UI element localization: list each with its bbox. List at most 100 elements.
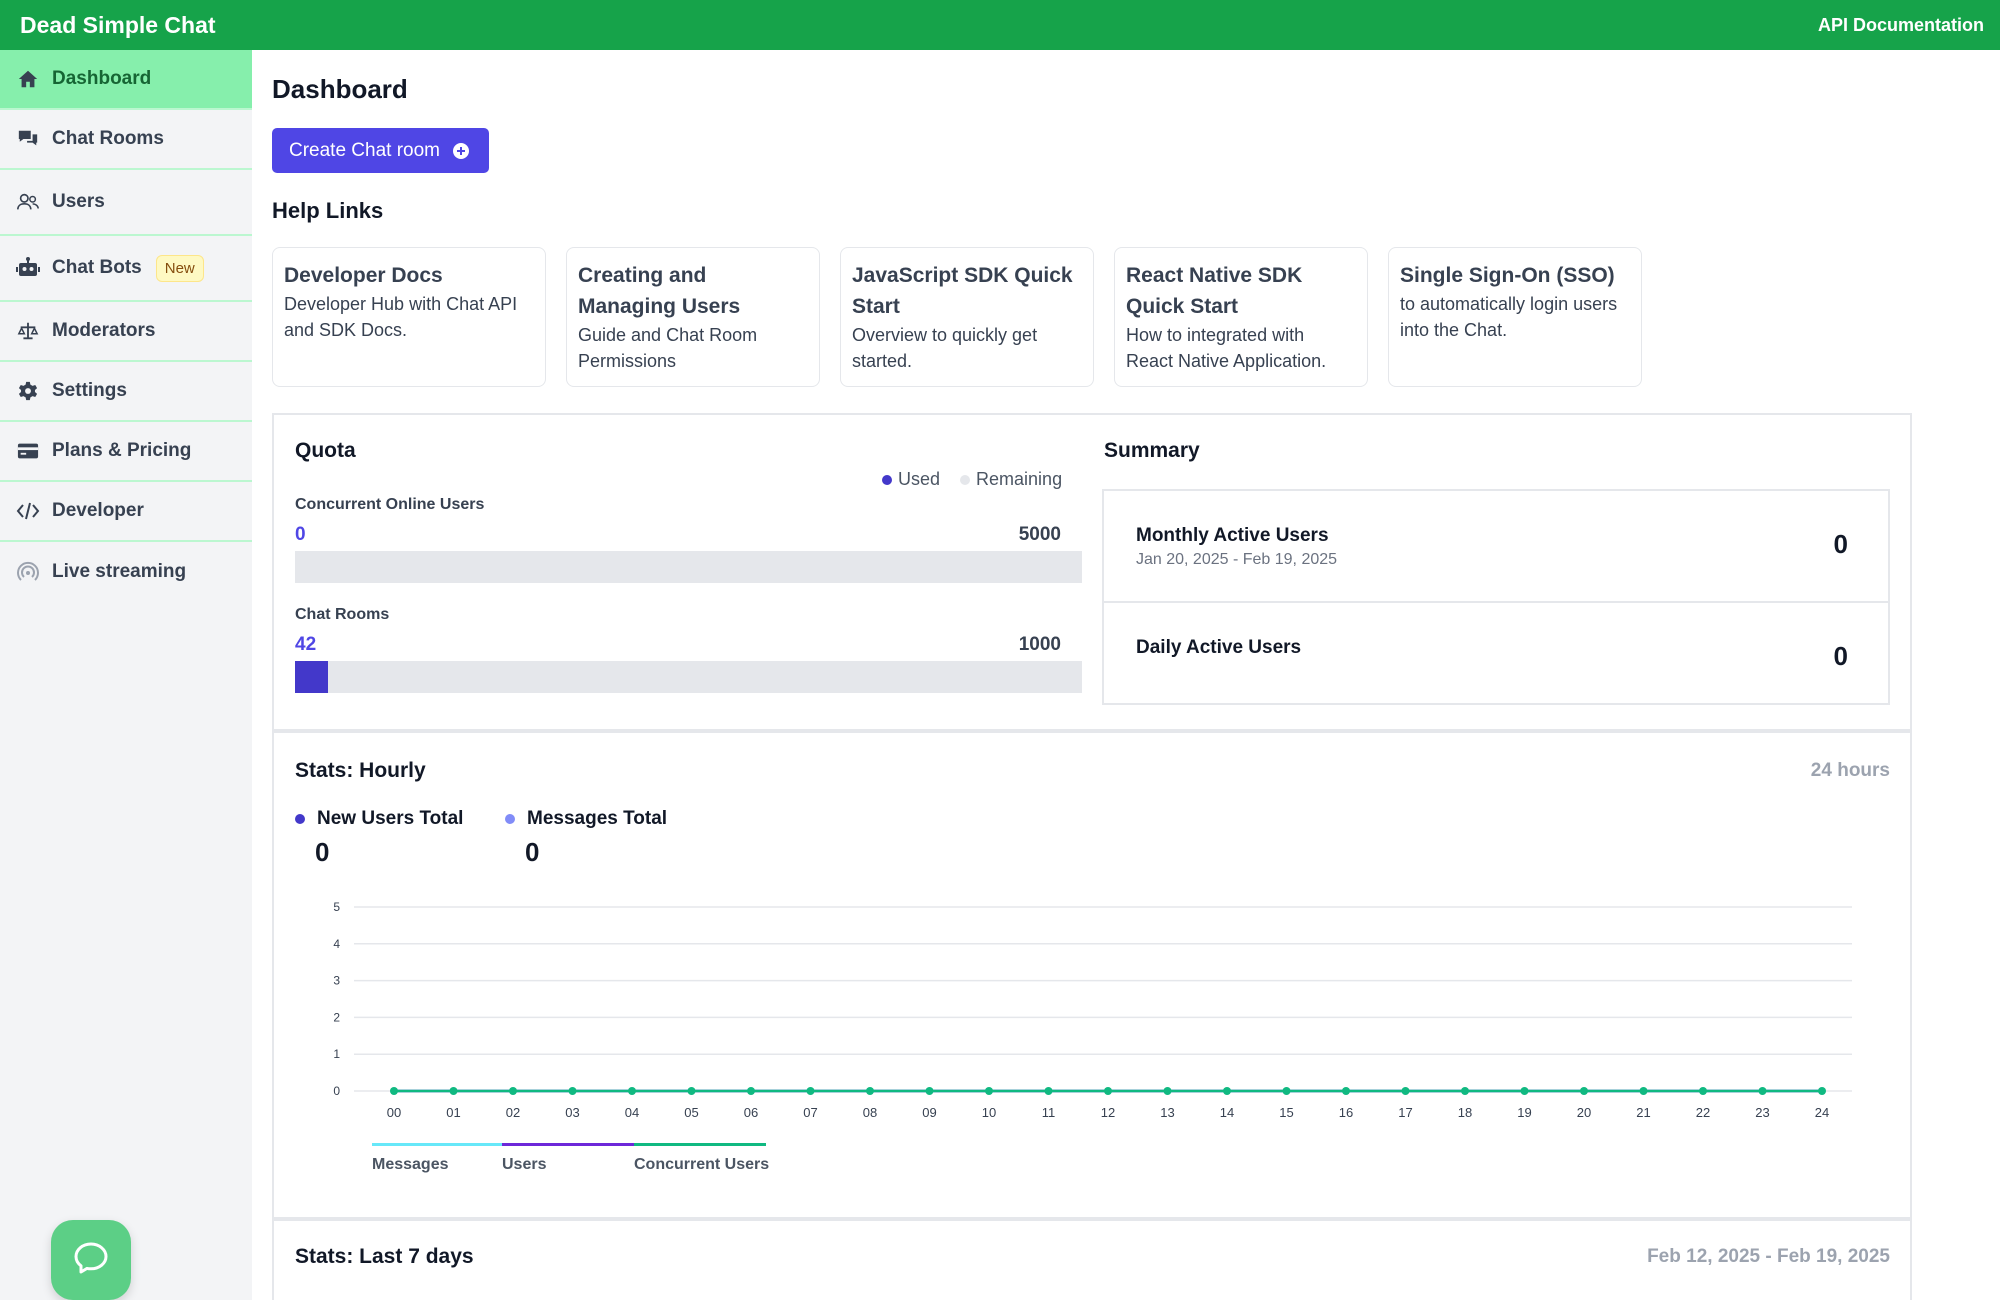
data-point bbox=[985, 1087, 993, 1095]
help-card-title: React Native SDK Quick Start bbox=[1126, 264, 1303, 318]
sidebar-item-label: Dashboard bbox=[52, 68, 152, 89]
data-point bbox=[1044, 1087, 1053, 1095]
data-point bbox=[925, 1087, 934, 1095]
sidebar-item-developer[interactable]: Developer bbox=[0, 482, 252, 542]
data-point bbox=[509, 1087, 517, 1095]
help-card-desc: to automatically login users into the Ch… bbox=[1400, 294, 1618, 340]
sidebar-item-live-streaming[interactable]: Live streaming bbox=[0, 542, 252, 602]
data-point bbox=[1223, 1087, 1231, 1095]
new-badge: New bbox=[155, 254, 204, 282]
y-tick-label: 2 bbox=[333, 1010, 340, 1024]
data-point bbox=[628, 1087, 636, 1095]
monthly-active-users-label: Monthly Active Users bbox=[1136, 525, 1329, 546]
messages-total-text: Messages Total bbox=[527, 808, 668, 829]
help-card-desc: Developer Hub with Chat API and SDK Docs… bbox=[284, 294, 518, 340]
x-tick-label: 03 bbox=[565, 1105, 579, 1120]
sidebar-item-label: Settings bbox=[52, 380, 127, 401]
quota-max-chat-rooms: 1000 bbox=[1018, 634, 1061, 655]
new-users-dot bbox=[295, 814, 305, 824]
code-icon bbox=[16, 499, 40, 523]
data-point bbox=[1401, 1087, 1410, 1095]
x-tick-label: 17 bbox=[1398, 1105, 1412, 1120]
x-tick-label: 11 bbox=[1042, 1105, 1056, 1120]
sidebar-item-label: Moderators bbox=[52, 320, 156, 341]
sidebar-item-dashboard[interactable]: Dashboard bbox=[0, 50, 252, 110]
messages-dot bbox=[505, 814, 515, 824]
sidebar-item-plans-pricing[interactable]: Plans & Pricing bbox=[0, 422, 252, 482]
monthly-active-users-range: Jan 20, 2025 - Feb 19, 2025 bbox=[1136, 551, 1338, 568]
top-bar: Dead Simple Chat API Documentation bbox=[0, 0, 2000, 50]
help-card-javascript-sdk[interactable]: JavaScript SDK Quick Start Overview to q… bbox=[840, 247, 1094, 387]
help-card-desc: Guide and Chat Room Permissions bbox=[578, 325, 758, 371]
monthly-active-users-box: Monthly Active Users Jan 20, 2025 - Feb … bbox=[1102, 489, 1890, 603]
credit-card-icon bbox=[16, 439, 40, 463]
sidebar-item-chat-bots[interactable]: Chat Bots New bbox=[0, 236, 252, 302]
help-card-react-native-sdk[interactable]: React Native SDK Quick Start How to inte… bbox=[1114, 247, 1368, 387]
help-card-managing-users[interactable]: Creating and Managing Users Guide and Ch… bbox=[566, 247, 820, 387]
help-card-title: Developer Docs bbox=[284, 264, 443, 287]
api-documentation-link[interactable]: API Documentation bbox=[1817, 14, 1984, 35]
sidebar-item-label: Live streaming bbox=[52, 561, 187, 582]
legend-used-dot bbox=[882, 474, 892, 485]
quota-bar-concurrent-users bbox=[295, 551, 1082, 583]
help-card-developer-docs[interactable]: Developer Docs Developer Hub with Chat A… bbox=[272, 247, 546, 387]
y-tick-label: 1 bbox=[333, 1047, 340, 1061]
y-tick-label: 4 bbox=[333, 937, 340, 951]
gear-icon bbox=[16, 379, 40, 403]
legend-label: Messages bbox=[372, 1156, 449, 1173]
create-chat-room-button[interactable]: Create Chat room bbox=[272, 128, 489, 173]
y-tick-label: 5 bbox=[333, 900, 340, 914]
help-card-sso[interactable]: Single Sign-On (SSO) to automatically lo… bbox=[1388, 247, 1642, 387]
help-card-desc: How to integrated with React Native Appl… bbox=[1126, 325, 1327, 371]
x-tick-label: 20 bbox=[1577, 1105, 1591, 1120]
x-tick-label: 23 bbox=[1755, 1105, 1769, 1120]
sidebar-item-users[interactable]: Users bbox=[0, 170, 252, 236]
x-tick-label: 08 bbox=[863, 1105, 877, 1120]
legend-swatch bbox=[502, 1143, 634, 1146]
data-point bbox=[390, 1087, 398, 1095]
x-tick-label: 00 bbox=[387, 1105, 401, 1120]
data-point bbox=[1342, 1087, 1350, 1095]
daily-active-users-box: Daily Active Users 0 bbox=[1102, 601, 1890, 705]
legend-swatch bbox=[634, 1143, 766, 1146]
data-point bbox=[1699, 1087, 1707, 1095]
stats-hourly-title: Stats: Hourly bbox=[295, 759, 426, 782]
sidebar-item-moderators[interactable]: Moderators bbox=[0, 302, 252, 362]
x-tick-label: 24 bbox=[1815, 1105, 1829, 1120]
quota-label-concurrent-users: Concurrent Online Users bbox=[295, 496, 485, 513]
legend-label: Concurrent Users bbox=[634, 1156, 769, 1173]
data-point bbox=[1282, 1087, 1291, 1095]
app-title[interactable]: Dead Simple Chat bbox=[20, 11, 216, 38]
x-tick-label: 18 bbox=[1458, 1105, 1472, 1120]
sidebar-item-label: Plans & Pricing bbox=[52, 440, 192, 461]
stats-hourly-panel: Stats: Hourly 24 hours New Users Total 0… bbox=[272, 731, 1912, 1219]
data-point bbox=[1104, 1087, 1112, 1095]
sidebar-item-label: Chat Bots bbox=[52, 257, 142, 278]
support-chat-button[interactable] bbox=[51, 1220, 131, 1300]
data-point bbox=[866, 1087, 874, 1095]
x-tick-label: 01 bbox=[446, 1105, 460, 1120]
sidebar-item-chat-rooms[interactable]: Chat Rooms bbox=[0, 110, 252, 170]
quota-max-concurrent-users: 5000 bbox=[1018, 524, 1061, 545]
messages-total-value: 0 bbox=[525, 837, 540, 867]
x-tick-label: 10 bbox=[982, 1105, 996, 1120]
x-tick-label: 05 bbox=[684, 1105, 698, 1120]
sidebar-item-settings[interactable]: Settings bbox=[0, 362, 252, 422]
sidebar-item-label: Chat Rooms bbox=[52, 128, 164, 149]
data-point bbox=[1758, 1087, 1767, 1095]
quota-fill-chat-rooms bbox=[295, 661, 329, 693]
x-tick-label: 06 bbox=[744, 1105, 758, 1120]
new-users-total-value: 0 bbox=[315, 837, 330, 867]
x-tick-label: 19 bbox=[1517, 1105, 1531, 1120]
data-point bbox=[806, 1087, 815, 1095]
x-tick-label: 22 bbox=[1696, 1105, 1710, 1120]
help-card-desc: Overview to quickly get started. bbox=[852, 325, 1038, 371]
help-links-title: Help Links bbox=[272, 198, 384, 223]
legend-remaining-label: Remaining bbox=[976, 469, 1063, 489]
y-tick-label: 0 bbox=[333, 1084, 340, 1098]
x-tick-label: 02 bbox=[506, 1105, 520, 1120]
quota-legend: Used Remaining bbox=[882, 469, 1062, 490]
quota-label-chat-rooms: Chat Rooms bbox=[295, 606, 390, 623]
plus-circle-icon bbox=[452, 142, 470, 160]
